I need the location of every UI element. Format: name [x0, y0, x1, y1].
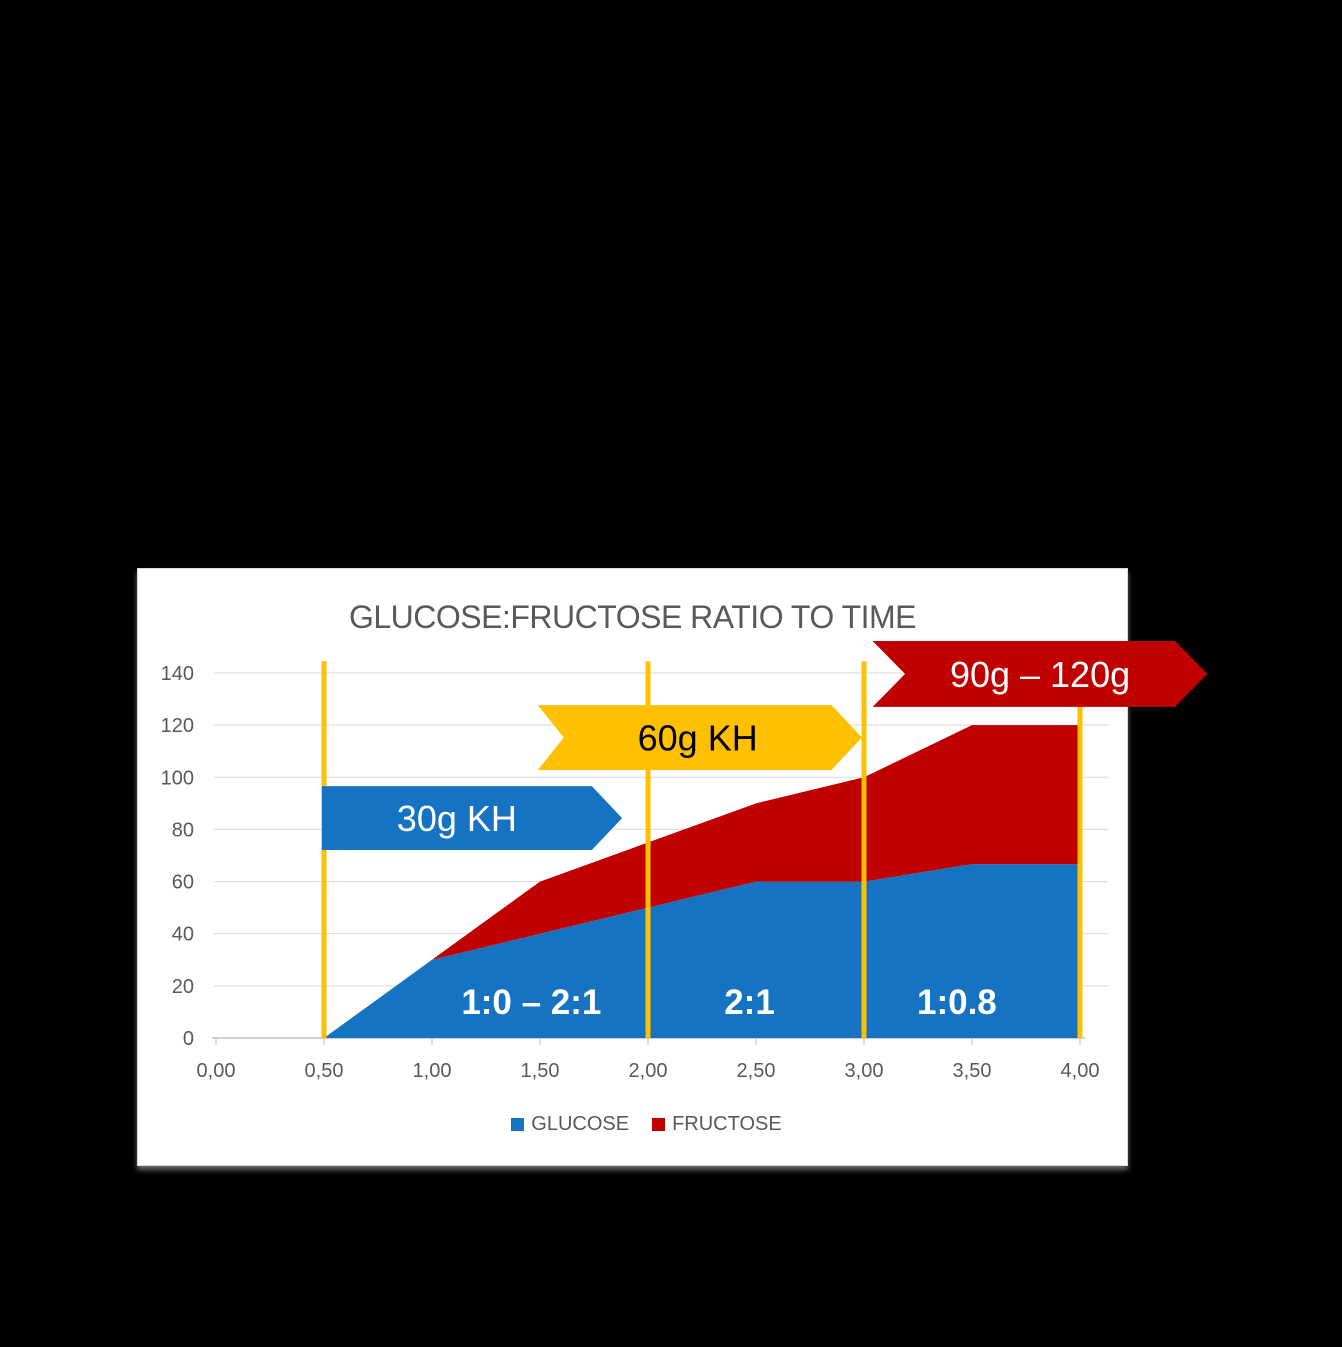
banner-label-2: 60g KH: [638, 718, 758, 759]
x-tick-label-0,50: 0,50: [305, 1060, 344, 1082]
banner-label-3: 90g – 120g: [950, 654, 1130, 695]
y-tick-label-0: 0: [183, 1028, 194, 1050]
banner-1: [321, 786, 623, 851]
chart-legend: GLUCOSE FRUCTOSE: [152, 1111, 1141, 1137]
x-tick-label-2,50: 2,50: [737, 1060, 776, 1082]
ratio-label-2: 2:1: [724, 983, 775, 1022]
chart-title: GLUCOSE:FRUCTOSE RATIO TO TIME: [348, 599, 917, 635]
fructose-swatch-icon: [652, 1117, 666, 1131]
banner-2: [537, 705, 862, 770]
banner-label-1: 30g KH: [397, 798, 517, 839]
legend-label-fructose: FRUCTOSE: [672, 1112, 782, 1135]
ratio-label-3: 1:0.8: [917, 983, 997, 1022]
legend-entry-fructose: FRUCTOSE: [652, 1113, 782, 1136]
y-tick-label-60: 60: [172, 872, 194, 894]
chart-svg: 0 20 40 60 80 100 120 140 0,00 0,50 1,00 1,50 2,00 2,…: [161, 640, 1208, 1082]
x-tick-label-1,00: 1,00: [413, 1060, 452, 1082]
x-tick-label-2,00: 2,00: [629, 1060, 668, 1082]
y-tick-label-40: 40: [172, 924, 194, 946]
legend-label-glucose: GLUCOSE: [531, 1112, 630, 1135]
y-tick-label-120: 120: [161, 715, 194, 737]
y-tick-label-20: 20: [172, 976, 194, 998]
x-tick-label-1,50: 1,50: [521, 1060, 560, 1082]
legend-entry-glucose: GLUCOSE: [511, 1113, 629, 1136]
x-tick-label-0,00: 0,00: [197, 1060, 236, 1082]
banner-3: [872, 640, 1208, 707]
x-tick-label-4,00: 4,00: [1061, 1060, 1100, 1082]
y-tick-label-80: 80: [172, 819, 194, 841]
ratio-label-1: 1:0 – 2:1: [461, 983, 601, 1022]
x-tick-label-3,50: 3,50: [953, 1060, 992, 1082]
y-tick-label-100: 100: [161, 767, 194, 789]
chart-panel: GLUCOSE:FRUCTOSE RATIO TO TIME 0 20 40 60 80…: [137, 568, 1208, 1166]
y-tick-label-140: 140: [161, 663, 194, 685]
glucose-swatch-icon: [511, 1117, 525, 1131]
x-tick-label-3,00: 3,00: [845, 1060, 884, 1082]
